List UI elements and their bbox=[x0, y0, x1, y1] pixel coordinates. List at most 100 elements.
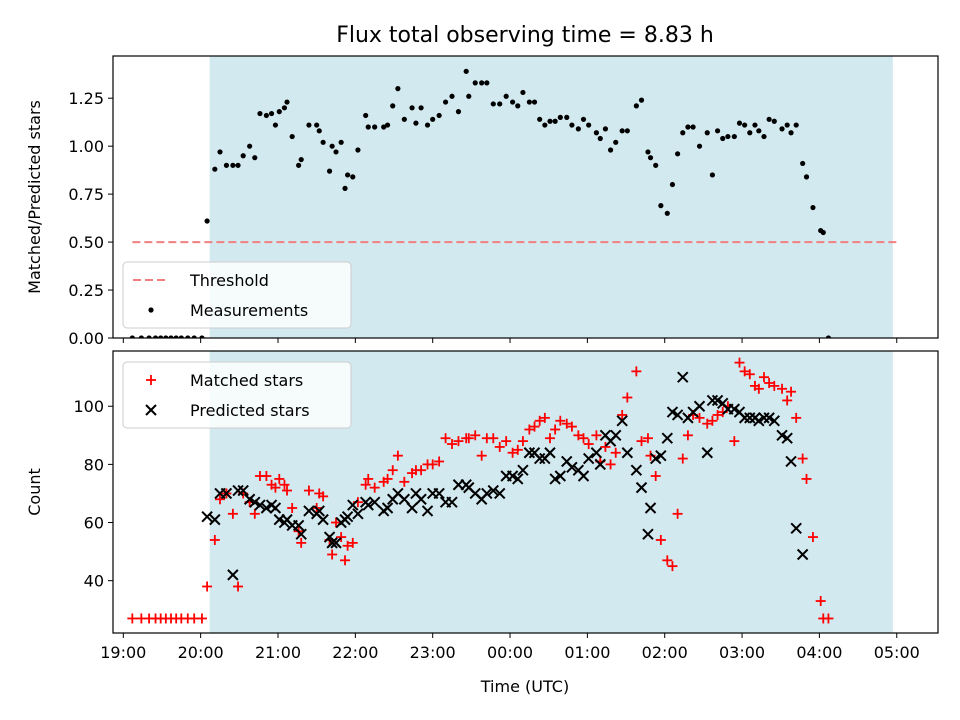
predicted-star-stroke-b bbox=[506, 470, 519, 482]
predicted-star-point bbox=[237, 484, 249, 497]
predicted-star-point bbox=[381, 502, 394, 514]
predicted-star-point bbox=[577, 470, 590, 482]
measurement-point bbox=[257, 110, 263, 117]
measurement-point bbox=[223, 162, 230, 168]
predicted-star-stroke-b bbox=[717, 397, 729, 410]
measurement-point bbox=[490, 101, 496, 107]
matched-star-point bbox=[249, 508, 260, 519]
predicted-star-stroke-b bbox=[693, 400, 706, 412]
matched-star-point bbox=[382, 473, 393, 484]
predicted-star-point bbox=[768, 415, 780, 427]
predicted-star-point bbox=[292, 519, 305, 532]
measurement-point bbox=[725, 133, 731, 140]
matched-star-point bbox=[729, 436, 740, 447]
predicted-star-point bbox=[220, 487, 233, 500]
predicted-star-stroke-b bbox=[701, 447, 713, 459]
measurement-point bbox=[185, 335, 191, 338]
measurement-point bbox=[503, 93, 509, 99]
predicted-star-stroke-b bbox=[303, 505, 315, 517]
measurement-point bbox=[779, 126, 785, 132]
x-tick-label: 00:00 bbox=[487, 643, 533, 662]
predicted-star-point bbox=[554, 470, 567, 482]
matched-star-point bbox=[694, 412, 705, 423]
matched-star-point bbox=[453, 436, 464, 447]
predicted-star-point bbox=[362, 499, 374, 511]
matched-star-point bbox=[610, 447, 621, 458]
measurement-point bbox=[633, 103, 639, 109]
matched-star-point bbox=[416, 465, 427, 476]
measurement-point bbox=[268, 110, 275, 117]
measurement-point bbox=[793, 122, 799, 128]
predicted-star-point bbox=[790, 522, 802, 535]
predicted-star-point bbox=[533, 452, 546, 465]
matched-star-point bbox=[764, 377, 775, 388]
measurement-point bbox=[152, 335, 159, 338]
matched-star-point bbox=[512, 444, 523, 455]
x-tick-label: 03:00 bbox=[719, 643, 765, 662]
predicted-star-stroke-b bbox=[512, 473, 524, 485]
matched-star-point bbox=[296, 537, 307, 548]
measurement-point bbox=[298, 156, 304, 163]
matched-star-point bbox=[823, 613, 834, 624]
measurement-point bbox=[276, 109, 282, 115]
predicted-star-point bbox=[512, 473, 524, 485]
measurement-point bbox=[129, 335, 135, 338]
top-panel: 0.00 0.25 0.50 0.75 1.00 1.25 Matched/Predicte… bbox=[25, 55, 939, 348]
predicted-star-stroke-b bbox=[561, 455, 573, 468]
top-legend-box bbox=[122, 261, 352, 329]
measurement-point bbox=[564, 114, 570, 120]
matched-star-point bbox=[340, 555, 351, 566]
predicted-star-point bbox=[269, 502, 282, 514]
matched-star-point bbox=[815, 596, 826, 607]
predicted-star-stroke-b bbox=[368, 496, 381, 508]
matched-star-point bbox=[555, 415, 566, 426]
predicted-star-stroke-b bbox=[776, 429, 788, 442]
bottom-legend: Matched stars Predicted stars bbox=[122, 361, 352, 429]
x-tick-label: 19:00 bbox=[100, 643, 146, 662]
predicted-star-point bbox=[544, 447, 556, 459]
measurement-point bbox=[247, 143, 253, 149]
matched-star-point bbox=[758, 372, 769, 383]
measurement-point bbox=[204, 218, 210, 224]
matched-star-point bbox=[434, 456, 445, 467]
matched-star-point bbox=[447, 439, 458, 450]
bottom-y-tick-label: 80 bbox=[84, 455, 104, 474]
predicted-star-point bbox=[421, 505, 434, 517]
predicted-star-stroke-b bbox=[566, 461, 578, 473]
measurement-point bbox=[479, 80, 485, 86]
measurement-point bbox=[212, 166, 218, 172]
matched-star-point bbox=[501, 436, 512, 447]
measurement-point bbox=[820, 229, 826, 236]
measurement-point bbox=[163, 335, 169, 338]
predicted-star-stroke-b bbox=[528, 447, 541, 459]
measurement-point bbox=[409, 105, 415, 111]
predicted-star-point bbox=[227, 569, 239, 581]
predicted-star-stroke-b bbox=[269, 502, 282, 514]
predicted-star-point bbox=[642, 528, 654, 540]
predicted-star-point bbox=[758, 412, 770, 424]
predicted-star-stroke-b bbox=[599, 429, 612, 442]
measurement-point bbox=[138, 335, 144, 338]
measurement-point bbox=[191, 335, 197, 338]
matched-star-point bbox=[209, 534, 220, 545]
predicted-star-stroke-b bbox=[738, 412, 751, 424]
matched-star-point bbox=[667, 561, 678, 572]
predicted-star-stroke-b bbox=[758, 412, 770, 424]
measurement-point bbox=[350, 174, 356, 180]
matched-star-point bbox=[782, 395, 793, 406]
measurement-point bbox=[580, 116, 587, 122]
measurement-point bbox=[675, 151, 681, 157]
measurement-point bbox=[314, 122, 320, 128]
predicted-star-stroke-b bbox=[796, 548, 809, 561]
measurement-point bbox=[463, 68, 469, 74]
matched-star-point bbox=[583, 439, 594, 450]
measurement-point bbox=[342, 185, 348, 191]
predicted-star-stroke-b bbox=[594, 458, 606, 471]
measurement-point bbox=[542, 122, 548, 128]
measurement-point bbox=[810, 204, 816, 211]
matched-star-point bbox=[534, 415, 545, 426]
predicted-star-point bbox=[677, 371, 689, 383]
matched-star-point bbox=[550, 424, 561, 435]
matched-star-point bbox=[539, 412, 550, 423]
matched-star-point bbox=[544, 433, 555, 444]
